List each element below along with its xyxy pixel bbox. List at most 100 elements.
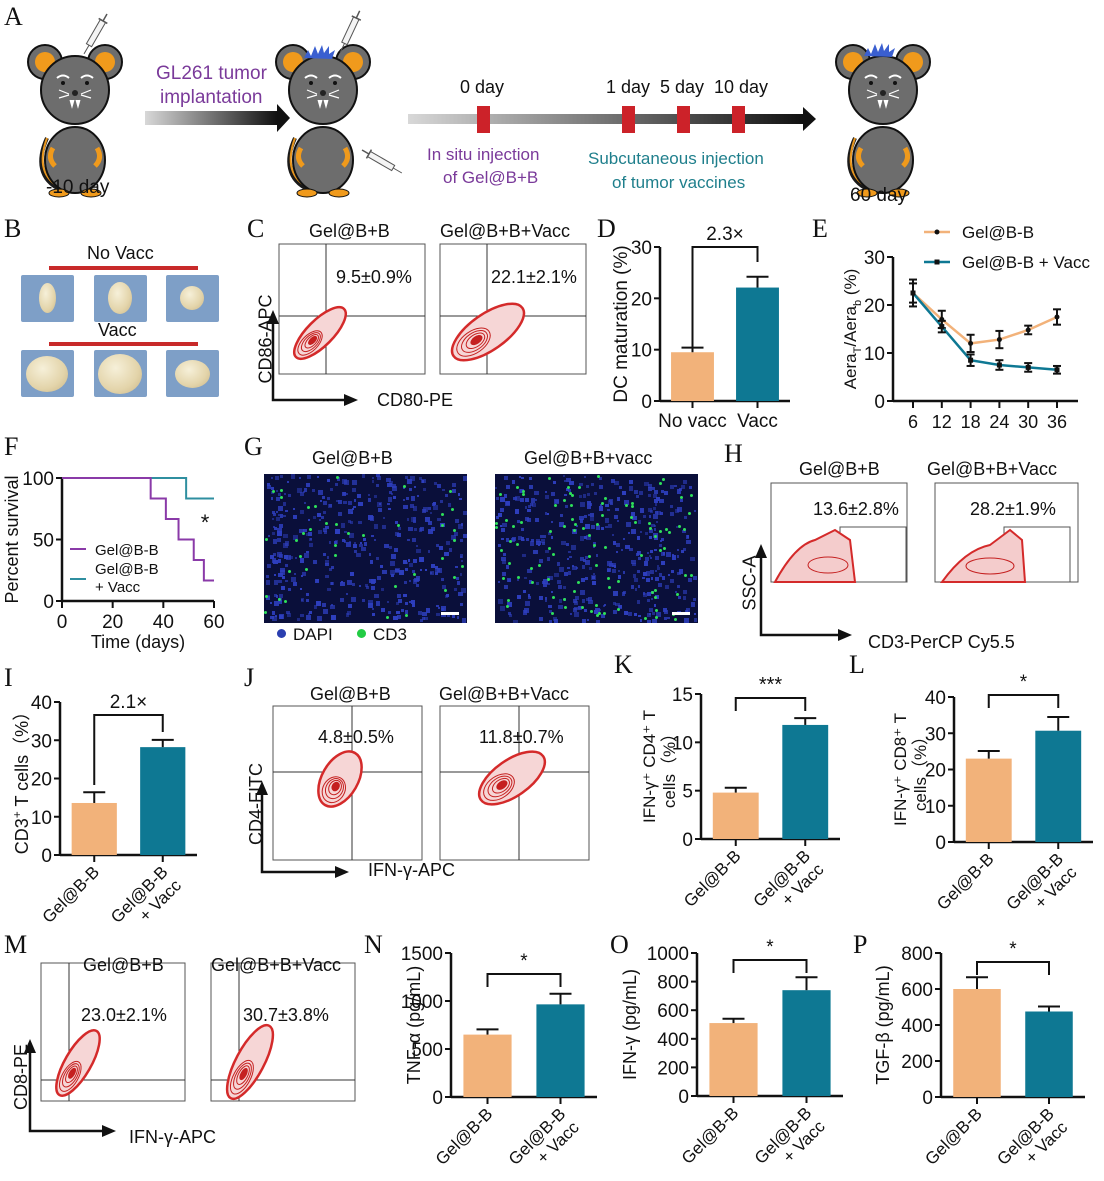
contour-inner: [331, 781, 340, 792]
panel-label-l: L: [849, 650, 865, 679]
data-point: [910, 290, 916, 296]
tumor-photo: [21, 275, 74, 322]
panel-label-p: P: [853, 930, 868, 959]
legend-label: Gel@B-B + Vacc: [962, 253, 1090, 272]
arrow-label-1: GL261 tumor: [156, 63, 267, 84]
y-tick-label: 800: [657, 973, 689, 994]
significance-label: *: [1020, 672, 1028, 693]
cd3-legend-dot: [357, 629, 366, 638]
contour-inner: [297, 330, 323, 356]
y-tick-label: 10: [631, 341, 652, 362]
subcut-label-1: Subcutaneous injection: [588, 149, 764, 168]
m-plot-2-frame: [210, 962, 356, 1102]
m-xlabel: IFN-γ-APC: [129, 1127, 216, 1147]
contour-outer: [450, 302, 526, 362]
y-tick-label: 30: [31, 731, 52, 752]
x-tick-label: 20: [102, 612, 123, 633]
contour-outer: [293, 306, 347, 360]
tumor-photo: [166, 275, 219, 322]
timeline-marker-5: [677, 106, 690, 133]
start-day-label: -10 day: [46, 177, 110, 198]
contour-inner: [328, 779, 342, 796]
panel-label-n: N: [364, 930, 383, 959]
legend-marker: [934, 229, 940, 235]
tumor-photo: [94, 350, 147, 397]
timeline-day-0: 0 day: [460, 77, 505, 97]
y-tick-label: 200: [901, 1052, 933, 1073]
bar: [1035, 730, 1082, 842]
bar: [140, 747, 186, 855]
contour-inner: [58, 1060, 82, 1092]
x-tick-label: Gel@B-B: [432, 1104, 496, 1168]
panel-label-c: C: [247, 214, 265, 243]
contour-outer: [55, 1029, 101, 1097]
y-tick-label: 5: [682, 782, 693, 803]
data-point: [910, 290, 916, 296]
h-gate-2: [1003, 526, 1071, 583]
significance-label: 2.1×: [110, 692, 148, 713]
chart-l: 0 10 20 30 40 * Gel@B-B Gel@B-B+ Vacc IFN-γ⁺ CD8…: [891, 672, 1093, 914]
x-tick-label: Gel@B-B: [933, 849, 997, 913]
legend-label: Gel@B-B: [95, 542, 159, 559]
j-xlabel: IFN-γ-APC: [368, 860, 455, 880]
m-axes: [28, 1045, 110, 1133]
y-axis-label: IFN-γ⁺ CD8⁺ Tcells（%）: [891, 713, 930, 826]
timeline-marker-10: [732, 106, 745, 133]
y-tick-label: 1000: [647, 944, 689, 965]
m-title-2: Gel@B+B+Vacc: [211, 955, 341, 975]
series-line-1: [912, 292, 1058, 372]
m-title-1: Gel@B+B: [83, 955, 164, 975]
bar: [709, 1023, 758, 1096]
y-tick-label: 0: [935, 833, 946, 854]
data-point: [1054, 367, 1060, 373]
h-value-2: 28.2±1.9%: [970, 499, 1056, 519]
contour-inner: [496, 780, 508, 790]
h-xlabel: CD3-PerCP Cy5.5: [868, 632, 1015, 652]
vacc-label: Vacc: [98, 320, 137, 340]
contour-outer: [477, 750, 547, 806]
j-title-2: Gel@B+B+Vacc: [439, 684, 569, 704]
g-title-1: Gel@B+B: [312, 448, 393, 468]
y-tick-label: 30: [864, 248, 885, 269]
h-plot-2-frame: [934, 482, 1079, 583]
j-title-1: Gel@B+B: [310, 684, 391, 704]
bar: [782, 724, 829, 839]
j-arrow-right-icon: [335, 866, 349, 878]
contour-inner: [487, 775, 513, 798]
c-ylabel: CD86-APC: [255, 294, 276, 384]
y-tick-label: 0: [874, 392, 885, 413]
y-tick-label: 10: [672, 733, 693, 754]
panel-label-m: M: [4, 930, 28, 959]
y-axis-label: CD3+ T cells（%）: [10, 703, 32, 854]
y-tick-label: 200: [657, 1058, 689, 1079]
y-tick-label: 20: [864, 296, 885, 317]
bar: [736, 287, 779, 401]
micrograph-gel-b-b: [264, 474, 467, 623]
y-tick-label: 1500: [401, 944, 443, 965]
j-contour-2: [477, 750, 547, 806]
panel-label-b: B: [4, 214, 22, 243]
m-contour-1: [55, 1029, 101, 1097]
significance-label: *: [201, 510, 210, 535]
y-tick-label: 20: [31, 770, 52, 791]
y-axis-label: AeraT/Aerab (%): [841, 269, 864, 390]
x-tick-label: Gel@B-B: [680, 846, 744, 910]
contour-inner: [470, 335, 483, 346]
panel-label-a: A: [4, 2, 23, 31]
h-contour-1: [773, 528, 857, 583]
x-tick-label: 30: [1018, 412, 1038, 432]
y-tick-label: 40: [925, 688, 946, 709]
y-tick-label: 0: [41, 846, 52, 867]
timeline-day-1: 1 day: [606, 77, 651, 97]
c-plot-1-frame: [278, 243, 426, 375]
y-tick-label: 15: [672, 685, 693, 706]
x-tick-label: 12: [932, 412, 952, 432]
x-tick-label: Gel@B-B: [678, 1103, 742, 1167]
contour-inner: [68, 1067, 77, 1079]
chart-n: 0 500 1000 1500 * Gel@B-B Gel@B-B+ Vacc TNF-α (…: [401, 944, 597, 1169]
x-axis-label: Time (days): [91, 632, 185, 652]
significance-bracket: [976, 961, 1050, 975]
m-value-2: 30.7±3.8%: [243, 1005, 329, 1025]
panel-label-e: E: [812, 214, 828, 243]
y-tick-label: 400: [657, 1030, 689, 1051]
